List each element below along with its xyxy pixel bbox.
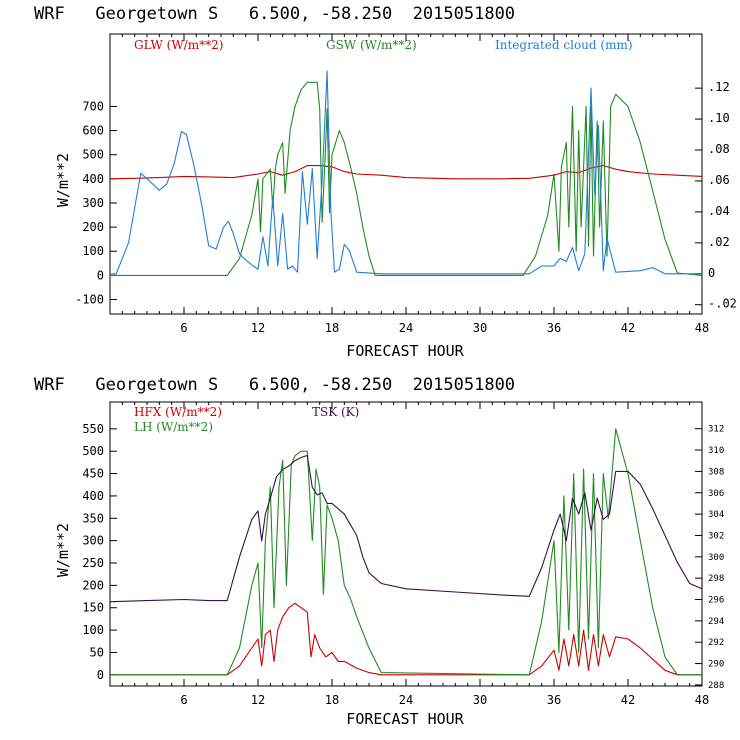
x-tick-label: 42 <box>621 321 635 335</box>
y2-tick-label: 0 <box>708 266 715 280</box>
top-series-line-2 <box>110 70 702 275</box>
top-chart: WRF Georgetown S 6.500, -58.250 20150518… <box>34 4 737 360</box>
bottom-series <box>109 428 703 676</box>
top-y-axis-label: W/m**2 <box>54 153 72 207</box>
bottom-y-axis-label: W/m**2 <box>54 523 72 577</box>
y-tick-label: 0 <box>97 268 104 282</box>
top-legend-glw: GLW (W/m**2) <box>134 38 223 52</box>
y-tick-label: 350 <box>82 511 104 525</box>
x-tick-label: 12 <box>251 321 265 335</box>
y2-tick-label: 288 <box>708 681 724 691</box>
y-tick-label: -100 <box>75 293 104 307</box>
y-tick-label: 0 <box>97 668 104 682</box>
x-tick-label: 36 <box>547 321 561 335</box>
x-tick-label: 42 <box>621 693 635 707</box>
bottom-legend-lh: LH (W/m**2) <box>134 420 213 434</box>
y2-tick-label: 290 <box>708 660 724 670</box>
y-tick-label: 300 <box>82 534 104 548</box>
bottom-series-line-1 <box>110 428 702 676</box>
y2-tick-label: 312 <box>708 425 724 435</box>
x-tick-label: 30 <box>473 693 487 707</box>
bottom-x-axis-label: FORECAST HOUR <box>346 710 464 728</box>
y-tick-label: 250 <box>82 556 104 570</box>
bottom-chart: WRF Georgetown S 6.500, -58.250 20150518… <box>34 375 724 728</box>
y-tick-label: 500 <box>82 148 104 162</box>
x-tick-label: 30 <box>473 321 487 335</box>
top-legend-cloud: Integrated cloud (mm) <box>495 38 633 52</box>
x-tick-label: 48 <box>695 321 709 335</box>
bottom-legend-hfx: HFX (W/m**2) <box>134 405 222 419</box>
y-tick-label: 100 <box>82 623 104 637</box>
y2-tick-label: 298 <box>708 574 724 584</box>
top-series <box>109 70 703 276</box>
y2-tick-label: .12 <box>708 80 730 94</box>
y-tick-label: 200 <box>82 578 104 592</box>
y-tick-label: 400 <box>82 172 104 186</box>
top-legend-gsw: GSW (W/m**2) <box>326 38 417 52</box>
x-tick-label: 48 <box>695 693 709 707</box>
y2-tick-label: 300 <box>708 553 724 563</box>
y2-tick-label: 308 <box>708 467 724 477</box>
y2-tick-label: .06 <box>708 173 730 187</box>
y-tick-label: 50 <box>90 645 104 659</box>
y2-tick-label: .08 <box>708 142 730 156</box>
bottom-series-line-2 <box>109 454 703 603</box>
y-tick-label: 500 <box>82 444 104 458</box>
y-tick-label: 150 <box>82 601 104 615</box>
y2-tick-label: 292 <box>708 638 724 648</box>
bottom-series-line-0 <box>110 602 702 676</box>
y-tick-label: 550 <box>82 422 104 436</box>
y-tick-label: 600 <box>82 124 104 138</box>
y-tick-label: 200 <box>82 220 104 234</box>
bottom-ticks: 6 12 18 24 30 36 42 48 0 50 100 150 200 250 300 350 400 4… <box>82 402 724 707</box>
x-tick-label: 24 <box>399 321 413 335</box>
y-tick-label: 100 <box>82 244 104 258</box>
top-x-axis-label: FORECAST HOUR <box>346 342 464 360</box>
top-series-line-0 <box>109 165 703 180</box>
y2-tick-label: 304 <box>708 510 724 520</box>
y-tick-label: 300 <box>82 196 104 210</box>
y2-tick-label: .04 <box>708 204 730 218</box>
x-tick-label: 36 <box>547 693 561 707</box>
top-ticks: 6 12 18 24 30 36 42 48 -100 0 100 200 300 400 500 600 70… <box>75 34 737 335</box>
y-tick-label: 450 <box>82 467 104 481</box>
top-chart-title: WRF Georgetown S 6.500, -58.250 20150518… <box>34 4 515 24</box>
x-tick-label: 6 <box>180 693 187 707</box>
x-tick-label: 18 <box>325 321 339 335</box>
y-tick-label: 400 <box>82 489 104 503</box>
y2-tick-label: 306 <box>708 489 724 499</box>
y2-tick-label: 296 <box>708 596 724 606</box>
y2-tick-label: 310 <box>708 446 724 456</box>
y-tick-label: 700 <box>82 99 104 113</box>
y2-tick-label: .02 <box>708 235 730 249</box>
x-tick-label: 18 <box>325 693 339 707</box>
bottom-chart-title: WRF Georgetown S 6.500, -58.250 20150518… <box>34 375 515 395</box>
y2-tick-label: .10 <box>708 111 730 125</box>
y2-tick-label: 302 <box>708 531 724 541</box>
bottom-legend-tsk: TSK (K) <box>312 405 359 419</box>
y2-tick-label: 294 <box>708 617 724 627</box>
x-tick-label: 12 <box>251 693 265 707</box>
x-tick-label: 6 <box>180 321 187 335</box>
y2-tick-label: -.02 <box>708 297 737 311</box>
x-tick-label: 24 <box>399 693 413 707</box>
